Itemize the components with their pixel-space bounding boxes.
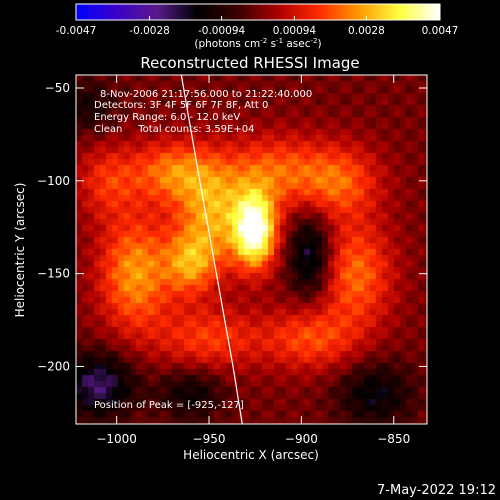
colorbar-tick-label: -0.0047 bbox=[56, 25, 97, 37]
rhessi-heatmap bbox=[76, 75, 427, 424]
info-clean-counts: Clean Total counts: 3.59E+04 bbox=[94, 124, 254, 135]
x-tick-label: −850 bbox=[377, 432, 410, 446]
y-axis-label: Heliocentric Y (arcsec) bbox=[13, 183, 27, 318]
colorbar-tick-label: 0.00094 bbox=[273, 25, 317, 37]
observation-info: 8-Nov-2006 21:17:56.000 to 21:22:40.000 … bbox=[94, 89, 312, 135]
y-tick-label: −200 bbox=[37, 359, 70, 373]
footer-timestamp: 7-May-2022 19:12 bbox=[377, 483, 496, 498]
y-tick-label: −100 bbox=[37, 174, 70, 188]
colorbar-tick-label: 0.0028 bbox=[348, 25, 385, 37]
y-tick-label: −150 bbox=[37, 267, 70, 281]
colorbar-tick-label: -0.00094 bbox=[198, 25, 246, 37]
colorbar-units: (photons cm-2 s-1 asec-2) bbox=[194, 37, 321, 50]
info-time-range: 8-Nov-2006 21:17:56.000 to 21:22:40.000 bbox=[100, 89, 312, 100]
plot-frame bbox=[75, 74, 428, 425]
chart-title: Reconstructed RHESSI Image bbox=[140, 54, 359, 72]
y-tick-label: −50 bbox=[45, 81, 70, 95]
colorbar-tick-label: 0.0047 bbox=[422, 25, 459, 37]
x-tick-label: −1000 bbox=[96, 432, 137, 446]
colorbar-tick-label: -0.0028 bbox=[129, 25, 170, 37]
solar-limb bbox=[180, 74, 243, 425]
x-tick-label: −950 bbox=[193, 432, 226, 446]
x-axis-label: Heliocentric X (arcsec) bbox=[183, 448, 319, 462]
axis-ticks: −1000 −950 −900 −850 −50 −100 −150 −200 bbox=[37, 75, 427, 446]
info-energy-range: Energy Range: 6.0 - 12.0 keV bbox=[94, 112, 240, 123]
info-detectors: Detectors: 3F 4F 5F 6F 7F 8F, Att 0 bbox=[94, 100, 268, 111]
x-tick-label: −900 bbox=[285, 432, 318, 446]
peak-position-label: Position of Peak = [-925,-127] bbox=[94, 400, 244, 411]
colorbar bbox=[75, 3, 441, 21]
colorbar-ticks: -0.0047 -0.0028 -0.00094 0.00094 0.0028 0.004… bbox=[56, 16, 459, 37]
